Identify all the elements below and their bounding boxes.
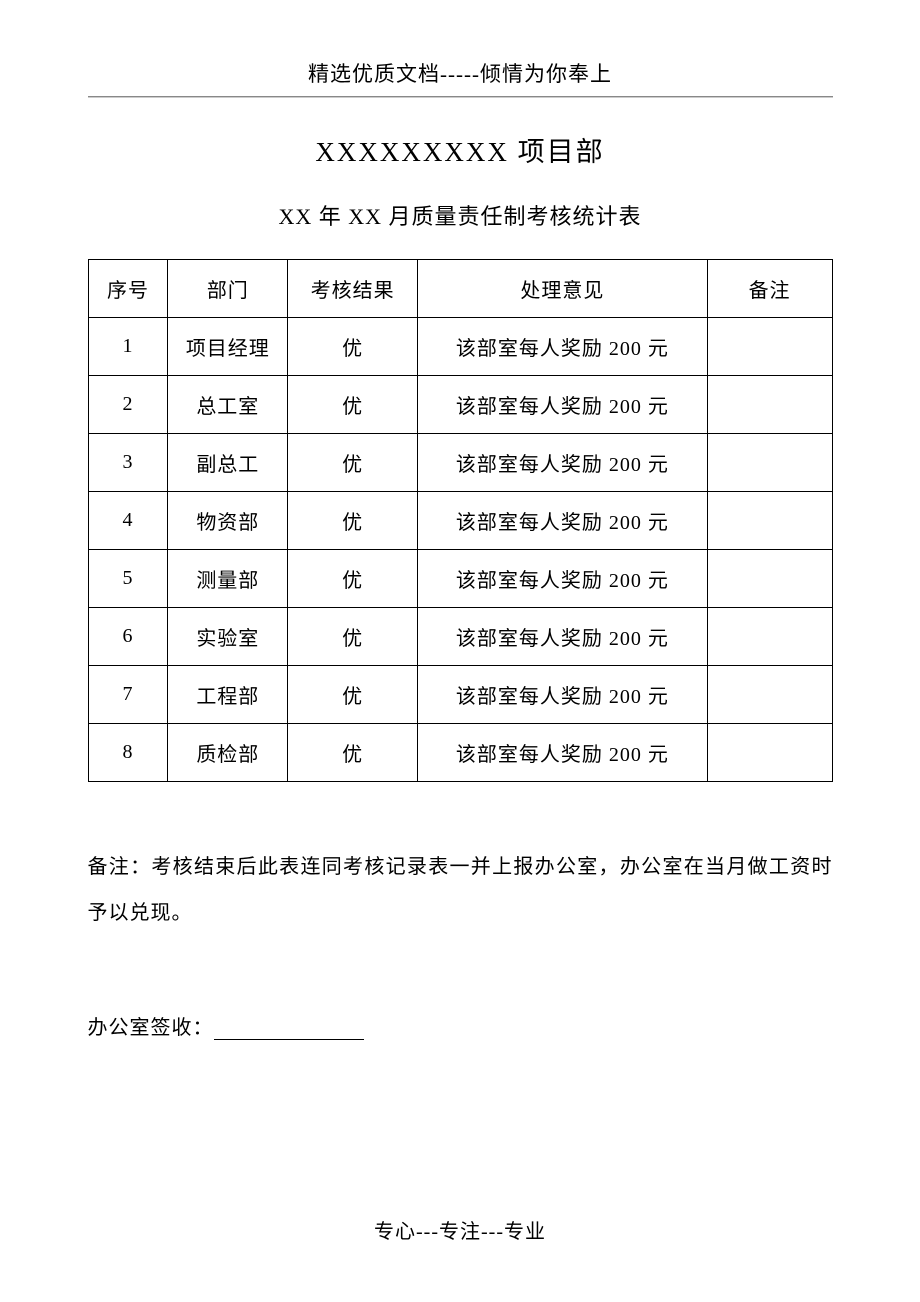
- table-cell: 工程部: [168, 666, 288, 724]
- table-cell: 优: [288, 550, 418, 608]
- table-cell: 实验室: [168, 608, 288, 666]
- table-cell: 优: [288, 724, 418, 782]
- table-cell: 该部室每人奖励 200 元: [418, 608, 708, 666]
- table-cell: 副总工: [168, 434, 288, 492]
- table-cell: 优: [288, 318, 418, 376]
- table-header-row: 序号 部门 考核结果 处理意见 备注: [88, 260, 832, 318]
- col-header-dept: 部门: [168, 260, 288, 318]
- table-cell: [707, 550, 832, 608]
- table-cell: 1: [88, 318, 168, 376]
- table-cell: 项目经理: [168, 318, 288, 376]
- table-cell: 3: [88, 434, 168, 492]
- table-cell: 该部室每人奖励 200 元: [418, 492, 708, 550]
- table-row: 5测量部优该部室每人奖励 200 元: [88, 550, 832, 608]
- table-row: 8质检部优该部室每人奖励 200 元: [88, 724, 832, 782]
- table-cell: 优: [288, 376, 418, 434]
- table-cell: 总工室: [168, 376, 288, 434]
- table-cell: [707, 724, 832, 782]
- table-cell: 2: [88, 376, 168, 434]
- table-cell: [707, 318, 832, 376]
- table-row: 2总工室优该部室每人奖励 200 元: [88, 376, 832, 434]
- table-cell: 优: [288, 492, 418, 550]
- table-cell: [707, 492, 832, 550]
- table-row: 4物资部优该部室每人奖励 200 元: [88, 492, 832, 550]
- table-cell: 优: [288, 434, 418, 492]
- table-cell: 该部室每人奖励 200 元: [418, 434, 708, 492]
- table-cell: 该部室每人奖励 200 元: [418, 376, 708, 434]
- table-row: 7工程部优该部室每人奖励 200 元: [88, 666, 832, 724]
- table-cell: 7: [88, 666, 168, 724]
- table-cell: 该部室每人奖励 200 元: [418, 550, 708, 608]
- table-cell: [707, 666, 832, 724]
- col-header-seq: 序号: [88, 260, 168, 318]
- table-cell: 物资部: [168, 492, 288, 550]
- note-text: 备注：考核结束后此表连同考核记录表一并上报办公室，办公室在当月做工资时予以兑现。: [88, 844, 833, 936]
- title-main: XXXXXXXXX 项目部: [0, 130, 920, 169]
- table-cell: 该部室每人奖励 200 元: [418, 666, 708, 724]
- table-cell: [707, 608, 832, 666]
- table-cell: [707, 434, 832, 492]
- table-row: 3副总工优该部室每人奖励 200 元: [88, 434, 832, 492]
- signature-label: 办公室签收：: [88, 1017, 214, 1039]
- col-header-remark: 备注: [707, 260, 832, 318]
- signature-line: 办公室签收：: [88, 1011, 833, 1040]
- header-divider: [88, 96, 833, 98]
- table-cell: 8: [88, 724, 168, 782]
- table-cell: 该部室每人奖励 200 元: [418, 724, 708, 782]
- table-cell: [707, 376, 832, 434]
- table-cell: 6: [88, 608, 168, 666]
- table-cell: 测量部: [168, 550, 288, 608]
- assessment-table: 序号 部门 考核结果 处理意见 备注 1项目经理优该部室每人奖励 200 元2总…: [88, 259, 833, 782]
- table-cell: 优: [288, 608, 418, 666]
- table-cell: 优: [288, 666, 418, 724]
- table-cell: 5: [88, 550, 168, 608]
- page-footer: 专心---专注---专业: [0, 1215, 920, 1244]
- table-cell: 4: [88, 492, 168, 550]
- footer-text: 专心---专注---专业: [374, 1221, 546, 1243]
- table-row: 6实验室优该部室每人奖励 200 元: [88, 608, 832, 666]
- table-row: 1项目经理优该部室每人奖励 200 元: [88, 318, 832, 376]
- header-text: 精选优质文档-----倾情为你奉上: [308, 62, 612, 86]
- page-header: 精选优质文档-----倾情为你奉上: [0, 0, 920, 88]
- table-cell: 质检部: [168, 724, 288, 782]
- title-sub: XX 年 XX 月质量责任制考核统计表: [0, 199, 920, 231]
- col-header-opinion: 处理意见: [418, 260, 708, 318]
- table-cell: 该部室每人奖励 200 元: [418, 318, 708, 376]
- signature-blank: [214, 1018, 364, 1040]
- table-body: 1项目经理优该部室每人奖励 200 元2总工室优该部室每人奖励 200 元3副总…: [88, 318, 832, 782]
- col-header-result: 考核结果: [288, 260, 418, 318]
